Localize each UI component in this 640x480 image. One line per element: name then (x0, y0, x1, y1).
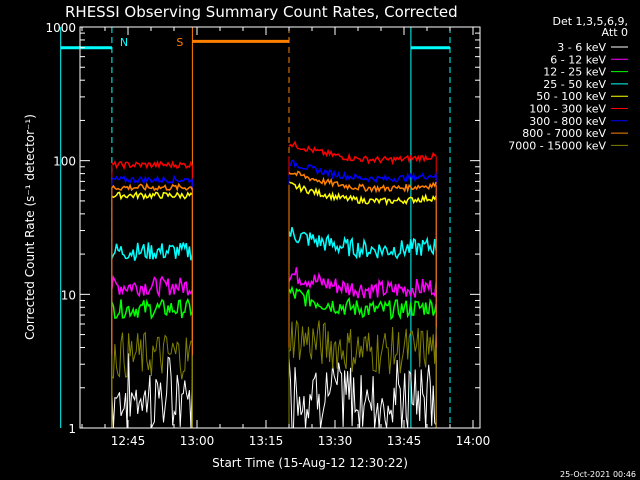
x-tick-label-2: 13:15 (249, 434, 284, 448)
flag-label-N: N (120, 36, 128, 49)
legend-label-6: 300 - 800 keV (529, 115, 606, 128)
x-tick-label-0: 12:45 (111, 434, 146, 448)
x-tick-label-5: 14:00 (456, 434, 491, 448)
x-tick-label-4: 13:45 (387, 434, 422, 448)
x-axis-label: Start Time (15-Aug-12 12:30:22) (212, 456, 408, 470)
y-tick-label-0: 1 (68, 422, 76, 436)
y-tick-label-2: 100 (53, 155, 76, 169)
legend-label-7: 800 - 7000 keV (522, 127, 606, 140)
series-7-interval-1 (288, 170, 437, 194)
series-3-interval-1 (288, 227, 437, 260)
x-tick-label-1: 13:00 (180, 434, 215, 448)
series-0-interval-0 (111, 353, 193, 429)
series-1-interval-1 (288, 267, 437, 299)
legend-header-0: Det 1,3,5,6,9, (552, 15, 628, 28)
x-tick-label-3: 13:30 (318, 434, 353, 448)
series-2-interval-1 (288, 285, 437, 321)
legend-header-1: Att 0 (602, 26, 628, 39)
timestamp: 25-Oct-2021 00:46 (560, 470, 636, 479)
series-4-interval-1 (288, 181, 437, 207)
series-7-interval-0 (111, 182, 194, 192)
chart-title: RHESSI Observing Summary Count Rates, Co… (65, 3, 458, 21)
series-6-interval-0 (111, 174, 194, 185)
series-4-interval-0 (111, 190, 193, 201)
legend-label-4: 50 - 100 keV (536, 90, 606, 103)
series-8-interval-0 (111, 331, 193, 380)
series-2-interval-0 (111, 297, 194, 320)
series-0-interval-1 (288, 357, 437, 429)
legend-label-1: 6 - 12 keV (550, 53, 606, 66)
legend-label-8: 7000 - 15000 keV (508, 139, 606, 152)
y-tick-label-3: 1000 (45, 21, 76, 35)
series-3-interval-0 (111, 242, 194, 261)
legend-label-2: 12 - 25 keV (543, 66, 606, 79)
flag-label-S: S (176, 36, 183, 49)
series-5-interval-0 (111, 160, 194, 170)
legend-label-3: 25 - 50 keV (543, 78, 606, 91)
y-axis-label: Corrected Count Rate (s⁻¹ detector⁻¹) (23, 114, 37, 340)
legend-label-0: 3 - 6 keV (557, 41, 606, 54)
series-1-interval-0 (111, 274, 194, 299)
series-8-interval-1 (288, 319, 437, 375)
y-tick-label-1: 10 (61, 288, 76, 302)
legend-label-5: 100 - 300 keV (529, 103, 606, 116)
series-6-interval-1 (288, 159, 437, 184)
series-5-interval-1 (288, 140, 437, 166)
plot-frame (79, 26, 481, 429)
